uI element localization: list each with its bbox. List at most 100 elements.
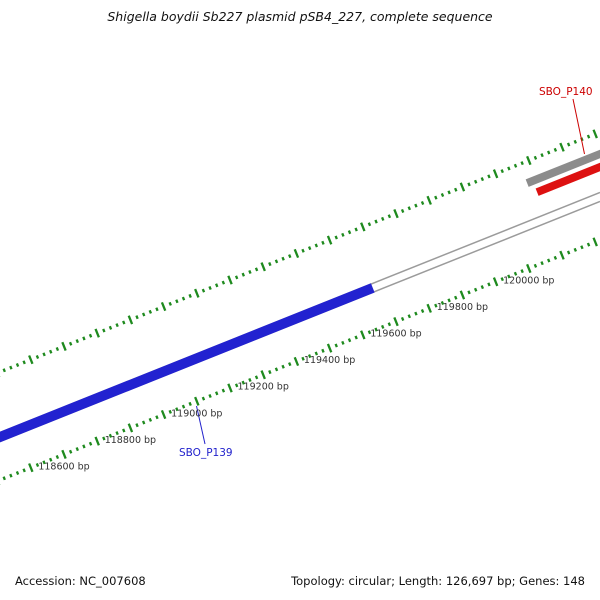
ruler-tick — [135, 423, 139, 428]
ruler-tick — [533, 155, 538, 160]
ruler-tick — [248, 378, 252, 383]
ruler-tick — [513, 271, 518, 276]
ruler-tick — [201, 288, 206, 293]
ruler-tick — [102, 328, 106, 333]
ruler-label: 119000 bp — [171, 408, 222, 419]
ruler-tick — [454, 295, 458, 300]
ruler-tick — [208, 285, 212, 290]
ruler-tick — [94, 436, 100, 446]
ruler-tick — [227, 275, 233, 285]
ruler-tick — [68, 341, 73, 346]
ruler-tick — [260, 262, 266, 272]
ruler-tick — [507, 274, 511, 279]
ruler-tick — [281, 364, 285, 369]
ruler-tick — [49, 349, 53, 354]
ruler-tick — [580, 245, 584, 250]
ruler-tick — [215, 283, 219, 288]
ruler-tick — [9, 473, 13, 478]
ruler-tick — [326, 235, 333, 245]
ruler-tick — [492, 277, 499, 287]
ruler-tick — [215, 391, 219, 396]
ruler-tick — [141, 420, 146, 425]
ruler-tick — [426, 195, 432, 205]
ruler-tick — [175, 407, 179, 412]
ruler-tick — [459, 182, 466, 192]
ruler-tick — [341, 340, 345, 345]
ruler-tick — [400, 316, 405, 321]
ruler-tick — [55, 347, 60, 352]
ruler-tick — [434, 195, 438, 200]
ruler-tick — [480, 177, 485, 182]
gene-feature-SBO_P139[interactable] — [0, 283, 375, 443]
ruler-tick — [141, 312, 146, 317]
ruler-tick — [374, 327, 378, 332]
ruler-tick — [573, 247, 577, 252]
ruler-tick — [274, 367, 279, 372]
ruler-tick — [293, 248, 300, 259]
ruler-tick — [181, 296, 186, 301]
ruler-tick — [168, 301, 172, 306]
ruler-tick — [559, 142, 565, 152]
ruler-tick — [55, 455, 60, 460]
ruler-tick — [314, 243, 319, 248]
ruler-tick — [248, 270, 252, 275]
ruler-tick — [553, 147, 558, 152]
ruler-tick — [148, 417, 153, 422]
ruler-tick — [387, 214, 392, 219]
ruler-tick — [88, 441, 93, 446]
ruler-label: 119800 bp — [437, 302, 488, 313]
ruler-tick — [307, 246, 312, 251]
ruler-tick — [94, 328, 100, 338]
gene-features-layer — [0, 149, 600, 443]
ruler-tick — [122, 320, 126, 325]
ruler-tick — [234, 275, 239, 280]
ruler-tick — [260, 370, 266, 380]
gene-feature-SBO_P140[interactable] — [535, 162, 600, 196]
ruler-tick — [414, 203, 418, 208]
ruler-tick — [28, 463, 34, 473]
ruler-tick — [42, 352, 46, 357]
gene-label-SBO_P139[interactable]: SBO_P139 — [179, 447, 233, 459]
ruler-tick — [341, 232, 345, 237]
ruler-tick — [221, 388, 226, 393]
ruler-tick — [82, 444, 86, 449]
ruler-tick — [201, 396, 206, 401]
ruler-tick — [426, 303, 432, 313]
ruler-tick — [115, 323, 119, 328]
ruler-tick — [82, 336, 86, 341]
ruler-tick — [254, 267, 259, 272]
gene-label-SBO_P140[interactable]: SBO_P140 — [539, 86, 593, 98]
gene-feature[interactable] — [525, 149, 600, 187]
ruler-tick — [367, 330, 372, 335]
topology-text: Topology: circular; Length: 126,697 bp; … — [291, 574, 585, 588]
ruler-tick — [566, 142, 571, 147]
ruler-tick — [520, 269, 524, 274]
ruler-tick — [15, 362, 20, 367]
ruler-tick — [553, 255, 558, 260]
ruler-tick — [334, 235, 338, 240]
ruler-tick — [454, 187, 458, 192]
annotation-layer: SBO_P139 SBO_P140 118600 bp 118800 bp 119000… — [38, 86, 592, 472]
ruler-tick — [526, 263, 532, 274]
gene-label-leader — [196, 405, 206, 445]
ruler-tick — [155, 415, 159, 420]
ruler-tick — [420, 200, 425, 205]
ruler-tick — [49, 457, 53, 462]
ruler-tick — [480, 285, 485, 290]
ruler-tick — [108, 433, 113, 438]
ruler-tick — [288, 362, 292, 367]
ruler-tick — [127, 315, 134, 325]
ruler-tick — [387, 322, 392, 327]
ruler-tick — [592, 129, 598, 139]
ruler-tick — [592, 237, 598, 247]
ruler-tick — [393, 316, 399, 327]
ruler-tick — [68, 449, 73, 454]
ruler-tick — [155, 307, 159, 312]
ruler-tick — [268, 370, 272, 375]
ruler-tick — [447, 298, 451, 303]
ruler-tick — [2, 368, 6, 373]
ruler-tick — [540, 261, 544, 266]
ruler-tick — [487, 282, 491, 287]
ruler-tick — [181, 404, 186, 409]
